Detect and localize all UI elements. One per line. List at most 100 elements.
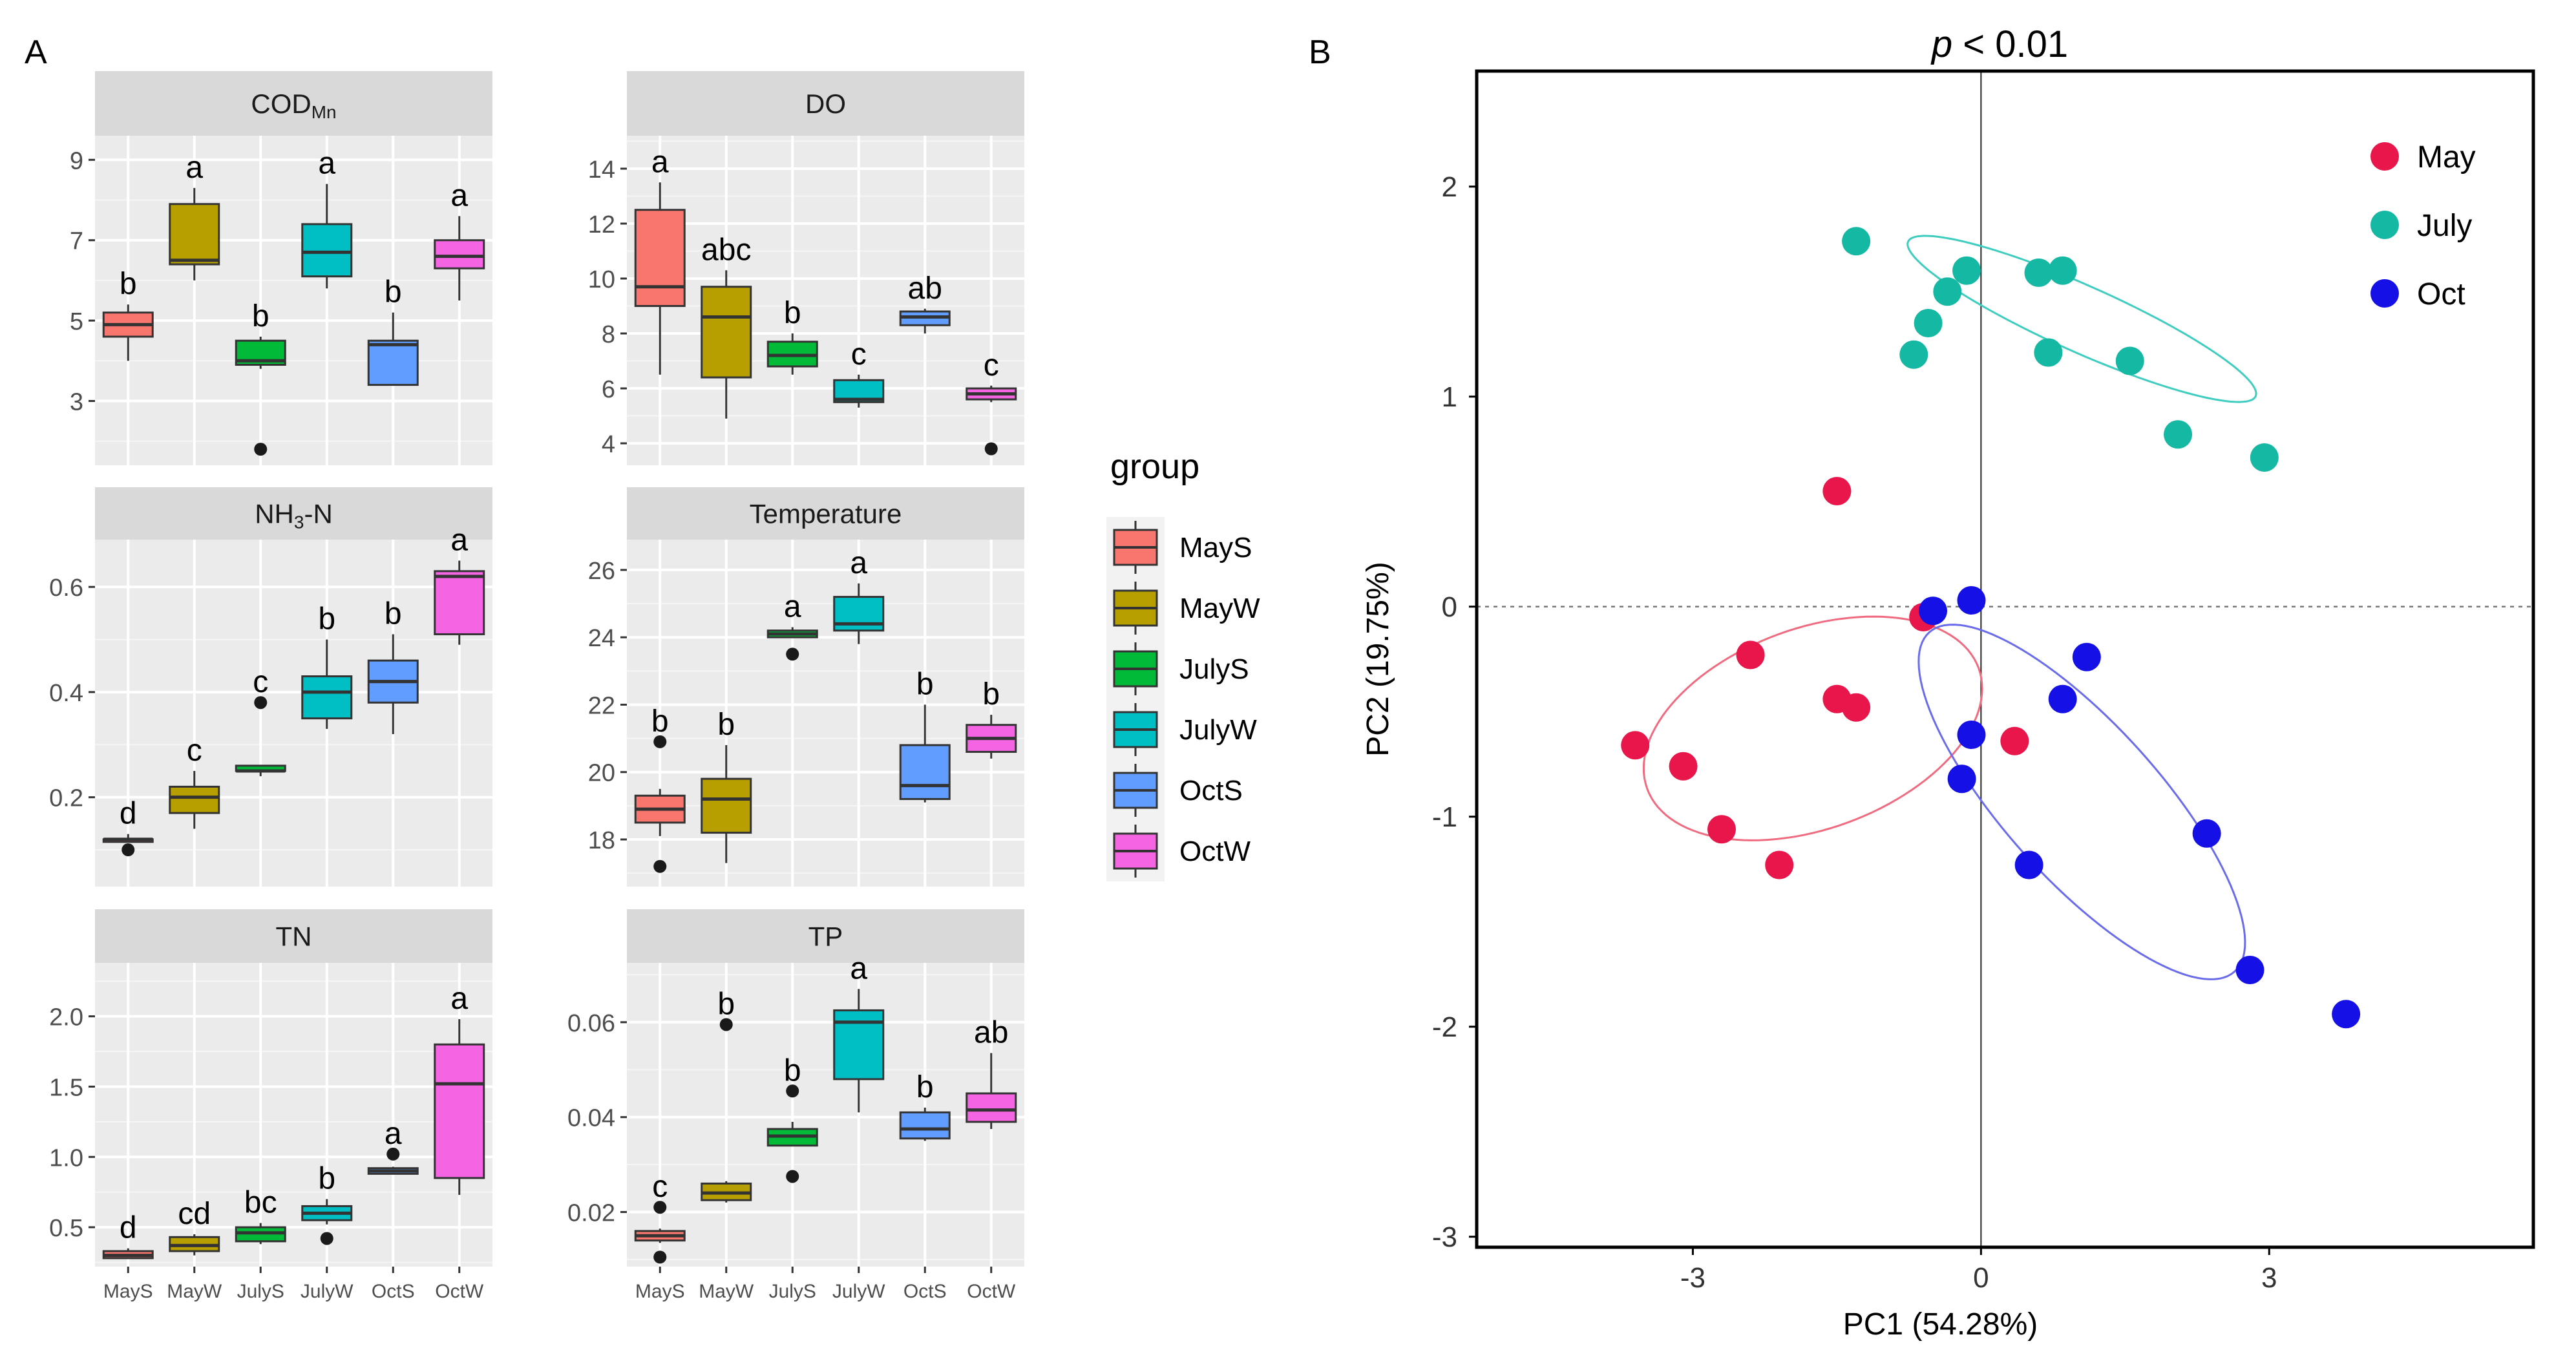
pca-legend-label-may: May [2417, 140, 2476, 174]
facet-6-panel [627, 963, 1024, 1267]
facet-1-strip [95, 71, 492, 136]
point-july [2115, 346, 2144, 375]
point-may [1765, 850, 1794, 880]
pca-legend-key-oct [2370, 279, 2399, 308]
pca-xtick-label: 3 [2261, 1262, 2277, 1294]
facet-3-letter: c [187, 733, 202, 768]
facet-3-box-OctW [434, 570, 485, 635]
facet-6-outlier [786, 1084, 799, 1098]
pca-ytick-label: -1 [1432, 801, 1457, 833]
facet-3-letter: b [318, 602, 335, 637]
facet-5-panel [95, 963, 492, 1267]
facet-2-title: DO [805, 89, 846, 119]
facet-6-outlier [786, 1170, 799, 1183]
facet-5-xtick-label: JulyS [237, 1281, 284, 1302]
facet-5-letter: a [385, 1117, 402, 1151]
pca-plot-area [1477, 71, 2533, 1247]
facet-6-letter: c [652, 1170, 668, 1204]
facet-6-ytick-label: 0.02 [567, 1200, 615, 1227]
facet-5-ytick-label: 1.0 [49, 1144, 83, 1172]
point-may [1707, 815, 1737, 844]
facet-2-letter: c [851, 337, 867, 372]
facet-2-panel [627, 136, 1024, 465]
facet-1-box-JulyW [301, 223, 353, 278]
facet-4-box-JulyW [833, 596, 885, 632]
facet-3-letter: d [120, 797, 137, 831]
pca-legend-key-may [2370, 142, 2399, 171]
facet-1-letter: b [252, 299, 269, 333]
point-oct [1919, 596, 1948, 626]
facet-5-letter: b [318, 1162, 335, 1196]
pca-ylabel: PC2 (19.75%) [1361, 562, 1395, 756]
facet-6-outlier [653, 1201, 667, 1214]
point-july [2250, 443, 2279, 472]
facet-6-outlier [719, 1018, 733, 1031]
point-oct [2192, 819, 2221, 848]
point-july [2048, 256, 2077, 285]
point-oct [1957, 586, 1986, 615]
point-july [1842, 227, 1871, 256]
facet-6-box-OctS [899, 1111, 951, 1140]
pca-ytick-label: -3 [1432, 1221, 1457, 1253]
facet-5-letter: d [120, 1211, 137, 1245]
facet-2-letter: abc [701, 233, 751, 267]
point-oct [2048, 684, 2077, 713]
facet-1-letter: a [318, 147, 335, 181]
facet-2-letter: c [984, 348, 999, 383]
facet-5-ytick-label: 1.5 [49, 1074, 83, 1101]
facet-5-xtick-label: OctW [435, 1281, 484, 1302]
facet-5-letter: cd [178, 1197, 211, 1231]
facet-6-ytick-label: 0.04 [567, 1105, 615, 1132]
pca-ytick-label: 1 [1442, 381, 1457, 413]
point-oct [2072, 642, 2101, 671]
point-may [1842, 693, 1871, 722]
facet-2-letter: ab [908, 271, 942, 306]
facet-2-ytick-label: 10 [588, 266, 615, 293]
facet-5-letter: a [450, 982, 468, 1016]
facet-1-title: CODMn [251, 89, 336, 122]
facet-1-outlier [254, 443, 268, 456]
facet-4-letter: b [651, 704, 669, 739]
facet-5-xtick-label: MayS [103, 1281, 153, 1302]
facet-5-letter: bc [244, 1186, 277, 1220]
legend-label-OctS: OctS [1179, 775, 1243, 806]
pca-xlabel: PC1 (54.28%) [1843, 1307, 2038, 1342]
pca-xtick-label: -3 [1680, 1262, 1705, 1294]
facet-4-ytick-label: 22 [588, 692, 615, 719]
point-oct [2332, 1000, 2361, 1029]
facet-1-box-MayW [169, 203, 220, 266]
facet-6-box-OctW [966, 1092, 1017, 1123]
point-july [2164, 420, 2193, 449]
facet-4-box-MayW [701, 777, 752, 834]
facet-3-outlier [121, 843, 135, 857]
facet-3-letter: a [450, 523, 468, 558]
facet-2-box-MayW [701, 286, 752, 379]
facet-4-box-OctS [899, 744, 951, 800]
ellipse-oct [1917, 624, 2246, 980]
group-legend: group MayS MayW JulyS JulyW OctS OctW [1106, 447, 1260, 881]
facet-2-outlier [984, 442, 998, 456]
facet-2-box-MayS [634, 209, 686, 307]
facet-2-ytick-label: 4 [602, 431, 615, 458]
facet-6-xtick-label: OctW [967, 1281, 1016, 1302]
legend-label-JulyW: JulyW [1179, 714, 1257, 746]
facet-1-letter: a [185, 151, 203, 185]
facet-4-letter: b [717, 708, 735, 742]
facet-1-box-OctW [434, 239, 485, 269]
facet-4-letter: a [784, 590, 801, 624]
facet-1-ytick-label: 9 [70, 147, 83, 174]
facet-5-xtick-label: MayW [167, 1281, 222, 1302]
point-july [1933, 277, 1962, 306]
point-oct [1957, 721, 1986, 749]
facet-3-strip [95, 487, 492, 540]
facet-5-xtick-label: OctS [372, 1281, 415, 1302]
facet-5-ytick-label: 0.5 [49, 1215, 83, 1242]
facet-4-ytick-label: 24 [588, 625, 615, 652]
facet-2-ytick-label: 8 [602, 321, 615, 348]
facet-4-outlier [786, 648, 799, 661]
facet-2-ytick-label: 14 [588, 156, 615, 184]
pca-ytick-label: 2 [1442, 171, 1457, 203]
facet-3-outlier [254, 696, 268, 710]
